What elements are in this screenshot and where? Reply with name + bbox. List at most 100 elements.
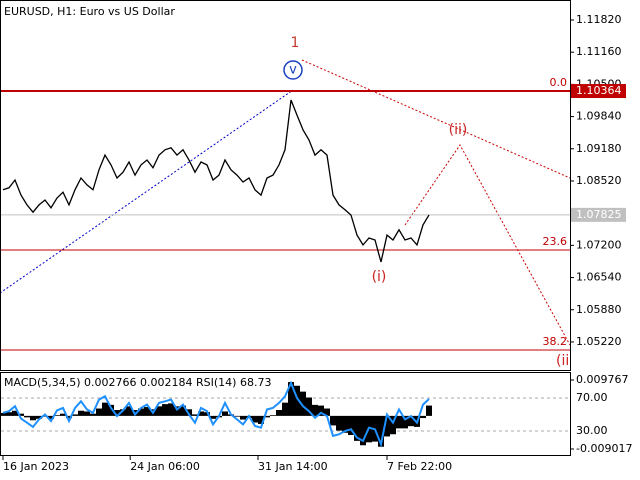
y-tick-label: 0.009767	[576, 373, 629, 386]
macd-bar	[78, 410, 84, 416]
macd-bar	[222, 411, 228, 416]
macd-bar	[156, 406, 162, 416]
chart-title: EURUSD, H1: Euro vs US Dollar	[4, 5, 175, 18]
macd-bar	[318, 405, 324, 416]
y2-tick-label: 30.00	[576, 424, 608, 437]
y-tick-label: -0.009017	[576, 442, 632, 455]
macd-bar	[312, 404, 318, 416]
macd-bar	[162, 404, 168, 416]
y-tick-label: 1.11160	[576, 45, 622, 58]
macd-bar	[300, 391, 306, 416]
macd-bar	[378, 415, 384, 447]
macd-bar	[354, 415, 360, 441]
macd-bar	[348, 415, 354, 435]
macd-bar	[30, 415, 36, 421]
macd-bar	[282, 402, 288, 416]
layer: 1.118201.111601.105001.098401.091801.085…	[0, 13, 632, 473]
macd-bar	[18, 413, 24, 416]
y-tick-label: 1.05880	[576, 303, 622, 316]
x-tick-label: 7 Feb 22:00	[387, 460, 452, 473]
macd-bar	[0, 412, 6, 416]
macd-bar	[96, 408, 102, 416]
macd-bar	[24, 415, 30, 418]
wave-label: (i)	[372, 269, 387, 285]
macd-bar	[360, 415, 366, 446]
macd-bar	[426, 405, 432, 416]
macd-bar	[90, 413, 96, 416]
macd-bar	[174, 406, 180, 416]
macd-bar	[144, 407, 150, 416]
wave-label: v	[289, 63, 297, 78]
rsi-line	[2, 380, 430, 448]
level-price-label: 1.10364	[576, 84, 622, 97]
macd-bar	[324, 408, 330, 416]
macd-bar	[234, 415, 240, 417]
macd-bar	[258, 415, 264, 424]
y2-tick-label: 70.00	[576, 391, 608, 404]
macd-bar	[336, 415, 342, 431]
annotation-lines	[0, 59, 571, 346]
level-label: 23.6	[543, 235, 568, 248]
y-tick-label: 1.11820	[576, 13, 622, 26]
level-price-box	[571, 84, 626, 99]
y-tick-label: 1.09180	[576, 142, 622, 155]
macd-bar	[240, 415, 246, 420]
macd-bar	[114, 410, 120, 416]
macd-bar	[264, 415, 270, 418]
macd-bar	[60, 413, 66, 416]
wave-line	[301, 59, 571, 179]
macd-bar	[126, 406, 132, 416]
level-label: 38.2	[543, 335, 568, 348]
indicator-label: MACD(5,34,5) 0.002766 0.002184 RSI(14) 6…	[4, 376, 271, 389]
macd-bar	[306, 397, 312, 416]
macd-bar	[342, 415, 348, 433]
macd-bar	[36, 415, 42, 419]
macd-bar	[120, 409, 126, 416]
y-tick-label: 1.05220	[576, 335, 622, 348]
macd-bar	[294, 385, 300, 416]
macd-bar	[6, 412, 12, 416]
macd-bar	[384, 415, 390, 437]
macd-bar	[276, 410, 282, 416]
macd-bar	[12, 410, 18, 416]
wave-label: 1	[291, 35, 300, 51]
price-series	[2, 99, 430, 263]
macd-bar	[420, 415, 426, 419]
x-tick-label: 31 Jan 14:00	[258, 460, 328, 473]
main-frame	[0, 0, 571, 371]
macd-bar	[396, 415, 402, 429]
price-box	[571, 207, 626, 222]
wave-circle	[283, 60, 303, 80]
level-label: 0.0	[550, 76, 568, 89]
macd-bar	[108, 404, 114, 416]
macd-bar	[72, 414, 78, 416]
wave-label: (ii	[556, 353, 569, 369]
macd-bar	[402, 415, 408, 429]
macd-bar	[210, 415, 216, 419]
wave-label: (ii)	[449, 122, 468, 138]
macd-bar	[192, 414, 198, 416]
macd-bar	[204, 412, 210, 416]
macd-bar	[198, 411, 204, 416]
x-tick-label: 16 Jan 2023	[3, 460, 69, 473]
macd-bar	[180, 405, 186, 416]
macd-bar	[288, 382, 294, 416]
macd-bar	[138, 408, 144, 416]
price-label: 1.07825	[576, 208, 622, 221]
y-tick-label: 1.07200	[576, 238, 622, 251]
wave-line	[404, 144, 571, 346]
macd-bar	[390, 415, 396, 435]
macd-bar	[54, 415, 60, 416]
macd-bar	[408, 415, 414, 427]
y-tick-label: 1.06540	[576, 271, 622, 284]
macd-bar	[42, 415, 48, 417]
macd-bar	[66, 415, 72, 419]
x-tick-label: 24 Jan 06:00	[130, 460, 200, 473]
y-tick-label: 1.08520	[576, 174, 622, 187]
macd-bar	[168, 403, 174, 416]
macd-bar	[102, 402, 108, 416]
macd-bar	[270, 415, 276, 416]
wave-line	[0, 89, 294, 294]
y-tick-label: 1.09840	[576, 110, 622, 123]
